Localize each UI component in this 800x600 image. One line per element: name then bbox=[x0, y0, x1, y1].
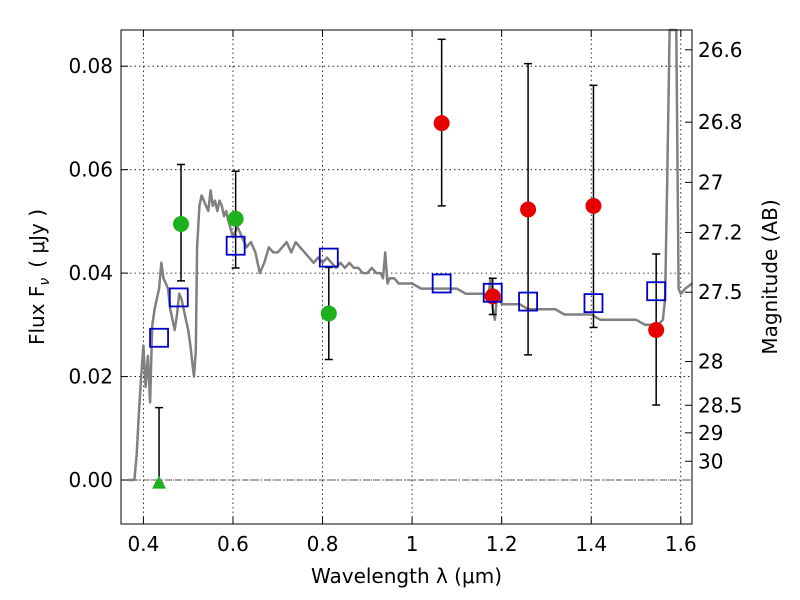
y-axis-label: Flux Fν ( μJy ) bbox=[25, 209, 53, 345]
green-data-point bbox=[320, 305, 337, 322]
red-data-point bbox=[484, 288, 501, 305]
right-axis-label: Magnitude (AB) bbox=[758, 199, 782, 354]
model-photometry-box bbox=[225, 235, 246, 256]
model-photometry-box bbox=[318, 247, 339, 268]
right-tick-label: 26.8 bbox=[698, 110, 743, 134]
right-tick-label: 27 bbox=[698, 170, 723, 194]
right-tick-label: 29 bbox=[698, 421, 723, 445]
right-tick-label: 28 bbox=[698, 350, 723, 374]
model-photometry-box bbox=[149, 327, 169, 348]
red-data-point bbox=[520, 201, 537, 218]
upper-limit-marker bbox=[152, 475, 167, 489]
y-tick-label: 0.00 bbox=[68, 468, 113, 492]
data-markers bbox=[149, 115, 667, 489]
y-tick-label: 0.08 bbox=[68, 54, 113, 78]
x-tick-label: 1 bbox=[406, 532, 419, 556]
red-data-point bbox=[433, 115, 450, 132]
x-tick-label: 0.8 bbox=[307, 532, 339, 556]
x-tick-label: 1.4 bbox=[575, 532, 607, 556]
green-data-point bbox=[227, 210, 244, 227]
model-spectrum-line bbox=[127, 28, 693, 482]
grid bbox=[121, 30, 692, 524]
red-data-point bbox=[648, 322, 665, 339]
y-tick-label: 0.04 bbox=[68, 261, 113, 285]
red-data-point bbox=[585, 197, 602, 214]
model-photometry-box bbox=[646, 281, 667, 302]
right-tick-label: 30 bbox=[698, 449, 723, 473]
x-tick-label: 1.6 bbox=[665, 532, 697, 556]
model-photometry-box bbox=[482, 282, 503, 303]
x-tick-label: 1.2 bbox=[486, 532, 518, 556]
right-tick-label: 27.2 bbox=[698, 220, 743, 244]
axis-ticks: 0.4 0.6 0.8 1 1.2 1.4 1.6 0.00 0.02 0.04 0.06 0.08 2… bbox=[68, 30, 743, 556]
right-tick-label: 28.5 bbox=[698, 393, 743, 417]
y-tick-label: 0.02 bbox=[68, 365, 113, 389]
green-data-point bbox=[173, 215, 190, 232]
plot-frame bbox=[120, 29, 693, 525]
model-photometry-box bbox=[518, 291, 538, 312]
right-tick-label: 27.5 bbox=[698, 280, 743, 304]
model-photometry-box bbox=[168, 287, 189, 308]
error-bars bbox=[155, 38, 661, 484]
y-tick-label: 0.06 bbox=[68, 158, 113, 182]
model-spectrum bbox=[127, 28, 693, 482]
x-axis-label: Wavelength λ (μm) bbox=[311, 564, 502, 588]
x-tick-label: 0.6 bbox=[217, 532, 249, 556]
model-photometry-box bbox=[431, 273, 452, 294]
right-tick-label: 26.6 bbox=[698, 38, 743, 62]
y-axis-label-main: Flux F bbox=[25, 286, 49, 345]
model-photometry-box bbox=[583, 293, 604, 314]
y-axis-label-unit: ( μJy ) bbox=[25, 209, 49, 268]
y-axis-label-subscript: ν bbox=[37, 278, 53, 286]
x-tick-label: 0.4 bbox=[127, 532, 159, 556]
